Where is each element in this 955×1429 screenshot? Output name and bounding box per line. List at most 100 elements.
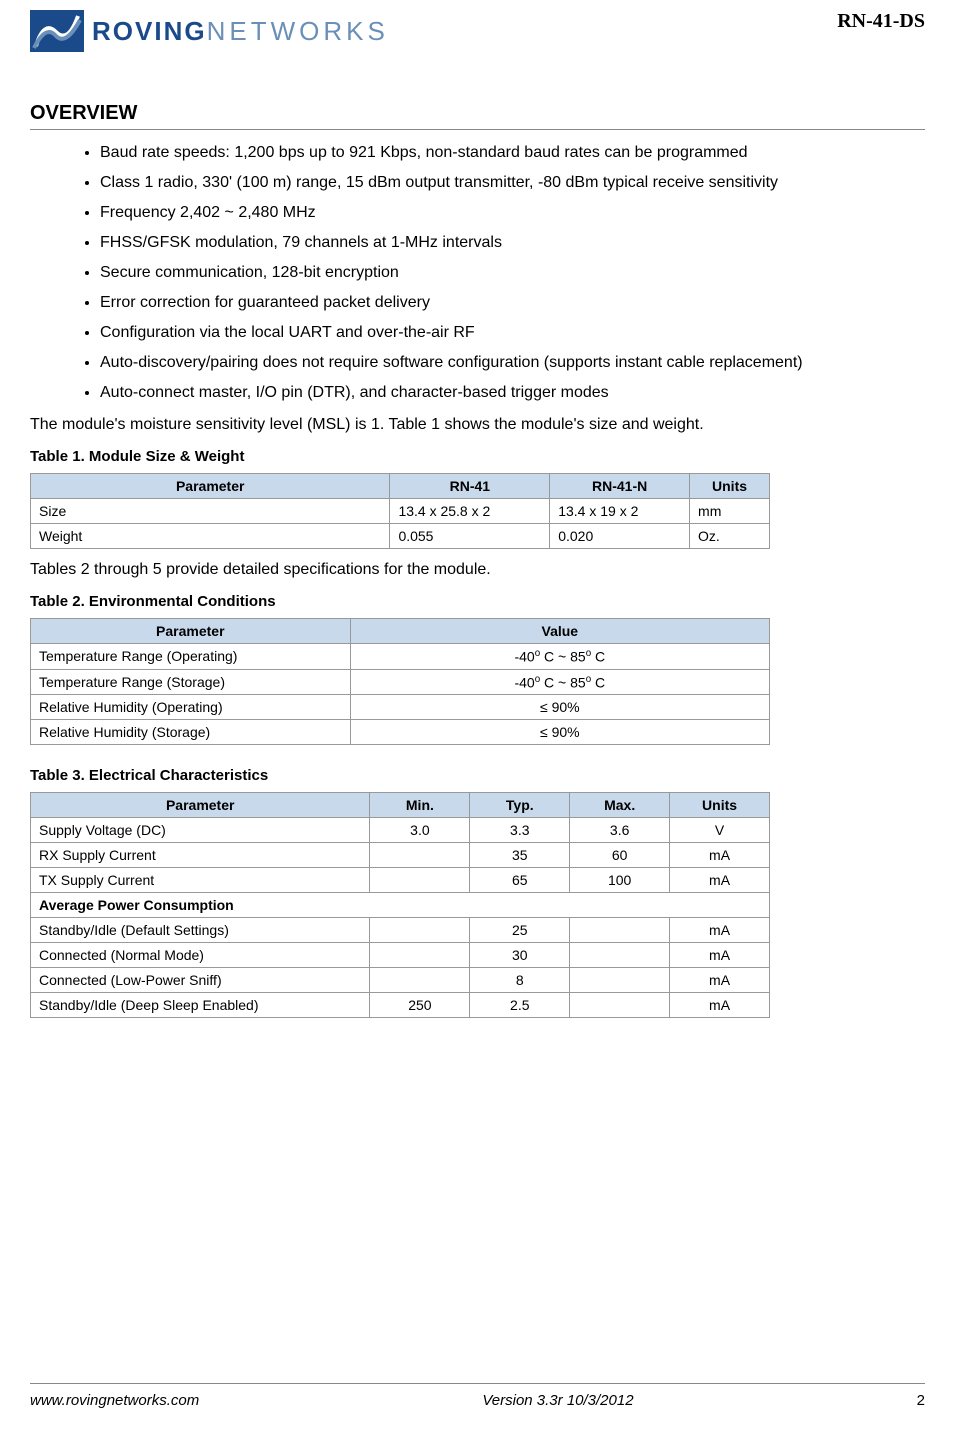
table-row: Temperature Range (Storage) -40o C ~ 85o… <box>31 669 770 695</box>
paragraph: Tables 2 through 5 provide detailed spec… <box>30 561 925 579</box>
cell: 0.020 <box>550 524 690 549</box>
bullet-item: Auto-discovery/pairing does not require … <box>100 354 925 372</box>
table-row: RX Supply Current 35 60 mA <box>31 843 770 868</box>
footer-left: www.rovingnetworks.com <box>30 1392 199 1409</box>
logo-icon <box>30 10 84 52</box>
col-header: Typ. <box>470 793 570 818</box>
cell: mm <box>690 499 770 524</box>
bullet-item: Frequency 2,402 ~ 2,480 MHz <box>100 204 925 222</box>
cell: 3.0 <box>370 818 470 843</box>
cell: 100 <box>570 868 670 893</box>
paragraph: The module's moisture sensitivity level … <box>30 416 925 434</box>
cell <box>370 843 470 868</box>
table1-caption: Table 1. Module Size & Weight <box>30 448 925 465</box>
table-3: Parameter Min. Typ. Max. Units Supply Vo… <box>30 792 770 1018</box>
page: ROVINGNETWORKS RN-41-DS OVERVIEW Baud ra… <box>0 0 955 1429</box>
cell <box>570 918 670 943</box>
col-header: Max. <box>570 793 670 818</box>
cell <box>570 968 670 993</box>
table-row: Size 13.4 x 25.8 x 2 13.4 x 19 x 2 mm <box>31 499 770 524</box>
cell: Size <box>31 499 390 524</box>
logo: ROVINGNETWORKS <box>30 10 389 52</box>
cell: mA <box>670 943 770 968</box>
subhead-cell: Average Power Consumption <box>31 893 770 918</box>
bullet-item: Class 1 radio, 330' (100 m) range, 15 dB… <box>100 174 925 192</box>
cell: 65 <box>470 868 570 893</box>
bullet-item: Error correction for guaranteed packet d… <box>100 294 925 312</box>
cell: 250 <box>370 993 470 1018</box>
col-header: Units <box>670 793 770 818</box>
cell <box>570 943 670 968</box>
page-header: ROVINGNETWORKS RN-41-DS <box>30 10 925 52</box>
cell <box>370 943 470 968</box>
bullet-item: Configuration via the local UART and ove… <box>100 324 925 342</box>
cell: Connected (Low-Power Sniff) <box>31 968 370 993</box>
cell <box>370 868 470 893</box>
table-row: Relative Humidity (Storage) ≤ 90% <box>31 720 770 745</box>
cell: 2.5 <box>470 993 570 1018</box>
cell: 13.4 x 25.8 x 2 <box>390 499 550 524</box>
overview-bullets: Baud rate speeds: 1,200 bps up to 921 Kb… <box>30 144 925 402</box>
table-header-row: Parameter Value <box>31 619 770 644</box>
table-row: Temperature Range (Operating) -40o C ~ 8… <box>31 644 770 670</box>
cell: Standby/Idle (Default Settings) <box>31 918 370 943</box>
footer-center: Version 3.3r 10/3/2012 <box>482 1392 633 1409</box>
cell: 3.3 <box>470 818 570 843</box>
cell: TX Supply Current <box>31 868 370 893</box>
table-header-row: Parameter RN-41 RN-41-N Units <box>31 474 770 499</box>
col-header: Units <box>690 474 770 499</box>
col-header: Value <box>350 619 769 644</box>
table-row: Connected (Normal Mode) 30 mA <box>31 943 770 968</box>
page-footer: www.rovingnetworks.com Version 3.3r 10/3… <box>30 1383 925 1409</box>
bullet-item: Secure communication, 128-bit encryption <box>100 264 925 282</box>
col-header: RN-41-N <box>550 474 690 499</box>
col-header: Parameter <box>31 793 370 818</box>
footer-row: www.rovingnetworks.com Version 3.3r 10/3… <box>30 1392 925 1409</box>
section-title-overview: OVERVIEW <box>30 102 925 125</box>
cell: Temperature Range (Operating) <box>31 644 351 670</box>
footer-page-number: 2 <box>917 1392 925 1409</box>
cell: 60 <box>570 843 670 868</box>
table-row: TX Supply Current 65 100 mA <box>31 868 770 893</box>
col-header: Parameter <box>31 474 390 499</box>
cell: mA <box>670 993 770 1018</box>
cell: Weight <box>31 524 390 549</box>
table-row: Weight 0.055 0.020 Oz. <box>31 524 770 549</box>
bullet-item: FHSS/GFSK modulation, 79 channels at 1-M… <box>100 234 925 252</box>
cell: Supply Voltage (DC) <box>31 818 370 843</box>
bullet-item: Auto-connect master, I/O pin (DTR), and … <box>100 384 925 402</box>
cell: 3.6 <box>570 818 670 843</box>
cell: mA <box>670 968 770 993</box>
document-id: RN-41-DS <box>837 10 925 33</box>
table-row: Standby/Idle (Default Settings) 25 mA <box>31 918 770 943</box>
cell <box>570 993 670 1018</box>
cell: Temperature Range (Storage) <box>31 669 351 695</box>
cell: 8 <box>470 968 570 993</box>
bullet-item: Baud rate speeds: 1,200 bps up to 921 Kb… <box>100 144 925 162</box>
table-header-row: Parameter Min. Typ. Max. Units <box>31 793 770 818</box>
cell: V <box>670 818 770 843</box>
cell: Standby/Idle (Deep Sleep Enabled) <box>31 993 370 1018</box>
col-header: RN-41 <box>390 474 550 499</box>
cell: RX Supply Current <box>31 843 370 868</box>
cell <box>370 918 470 943</box>
table-row: Connected (Low-Power Sniff) 8 mA <box>31 968 770 993</box>
cell: 13.4 x 19 x 2 <box>550 499 690 524</box>
cell: Relative Humidity (Storage) <box>31 720 351 745</box>
table-subhead-row: Average Power Consumption <box>31 893 770 918</box>
cell: ≤ 90% <box>350 695 769 720</box>
section-rule <box>30 129 925 130</box>
cell: Relative Humidity (Operating) <box>31 695 351 720</box>
table-row: Relative Humidity (Operating) ≤ 90% <box>31 695 770 720</box>
cell: -40o C ~ 85o C <box>350 669 769 695</box>
logo-text: ROVINGNETWORKS <box>92 16 389 47</box>
table-2: Parameter Value Temperature Range (Opera… <box>30 618 770 745</box>
table-row: Supply Voltage (DC) 3.0 3.3 3.6 V <box>31 818 770 843</box>
cell: 25 <box>470 918 570 943</box>
cell: Connected (Normal Mode) <box>31 943 370 968</box>
logo-word-2: NETWORKS <box>207 16 389 46</box>
table3-caption: Table 3. Electrical Characteristics <box>30 767 925 784</box>
col-header: Parameter <box>31 619 351 644</box>
cell: 35 <box>470 843 570 868</box>
col-header: Min. <box>370 793 470 818</box>
